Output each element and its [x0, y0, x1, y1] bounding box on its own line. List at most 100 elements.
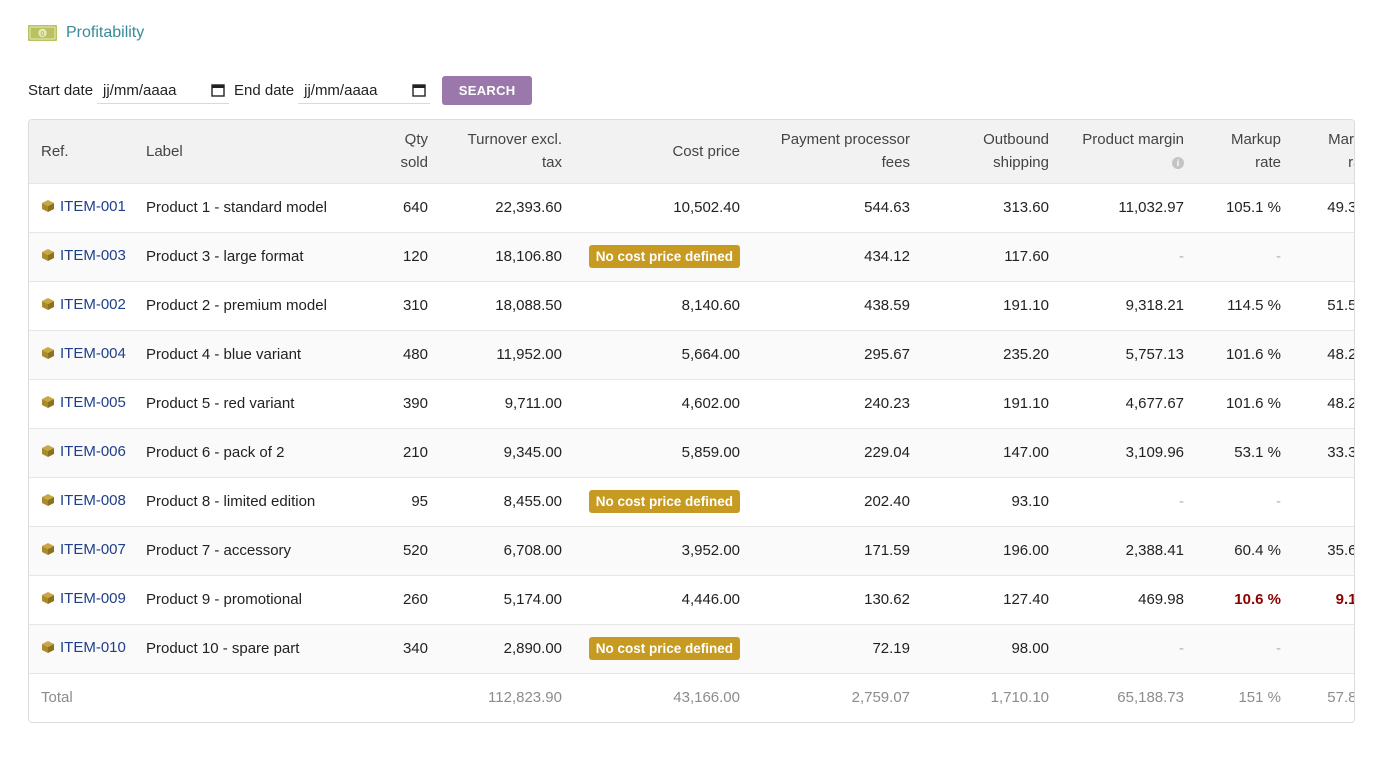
- box-icon: [42, 592, 54, 605]
- col-header-qty[interactable]: Qty sold: [400, 131, 428, 172]
- total-empty: [136, 673, 359, 722]
- fees-cell: 434.12: [864, 248, 910, 265]
- item-link[interactable]: ITEM-004: [41, 345, 126, 362]
- col-header-ref[interactable]: Ref.: [41, 142, 69, 160]
- markup-cell: -: [1276, 493, 1281, 510]
- item-link[interactable]: ITEM-003: [41, 247, 126, 264]
- qty-cell: 340: [402, 640, 428, 657]
- table-row: ITEM-006 Product 6 - pack of 2 210 9,345.00…: [29, 428, 1355, 477]
- table-row: ITEM-005 Product 5 - red variant 390 9,711.…: [29, 379, 1355, 428]
- item-link[interactable]: ITEM-006: [41, 443, 126, 460]
- total-turnover: 112,823.90: [488, 689, 562, 707]
- markup-cell: 101.6 %: [1225, 346, 1281, 363]
- start-date-input[interactable]: jj/mm/aaaa: [97, 77, 230, 104]
- cost-cell: 10,502.40: [673, 199, 740, 216]
- margin-rate-cell: -: [1291, 477, 1354, 526]
- item-link[interactable]: ITEM-005: [41, 394, 126, 411]
- turnover-cell: 9,711.00: [504, 395, 562, 412]
- ref-cell: ITEM-003: [29, 232, 136, 281]
- cost-cell: 8,140.60: [681, 297, 740, 314]
- table-row: ITEM-010 Product 10 - spare part 340 2,890.…: [29, 624, 1354, 673]
- info-icon[interactable]: i: [1172, 157, 1184, 170]
- ref-cell: ITEM-005: [29, 379, 136, 428]
- fees-cell: 544.63: [864, 199, 910, 216]
- margin-cell: 5,757.13: [1125, 346, 1184, 363]
- end-date-value: jj/mm/aaaa: [304, 81, 378, 99]
- item-link[interactable]: ITEM-002: [41, 296, 126, 313]
- turnover-cell: 6,708.00: [503, 542, 562, 559]
- ref-cell: ITEM-004: [29, 330, 136, 379]
- margin-rate-cell: 48.2 %: [1327, 346, 1355, 363]
- ref-cell: ITEM-002: [29, 281, 136, 330]
- qty-cell: 95: [411, 493, 428, 510]
- qty-cell: 520: [402, 542, 428, 559]
- item-ref: ITEM-006: [60, 442, 126, 460]
- shipping-cell: 127.40: [1003, 591, 1049, 608]
- table-row: ITEM-001 Product 1 - standard model 640 22,…: [29, 183, 1354, 232]
- shipping-cell: 191.10: [1003, 297, 1049, 314]
- margin-rate-cell: -: [1291, 232, 1354, 281]
- cost-cell: 4,602.00: [681, 395, 740, 412]
- fees-cell: 202.40: [864, 493, 910, 510]
- fees-cell: 72.19: [872, 640, 910, 657]
- calendar-icon[interactable]: [412, 83, 426, 97]
- box-icon: [42, 641, 54, 654]
- markup-cell: 53.1 %: [1234, 444, 1281, 461]
- profitability-table: Ref. Label Qty sold Turnover excl. tax Cos…: [29, 120, 1355, 722]
- col-header-margin-rate[interactable]: Marginrate: [1328, 131, 1354, 172]
- no-cost-badge: No cost price defined: [588, 490, 740, 513]
- label-cell: Product 7 - accessory: [146, 542, 292, 559]
- total-row: Total 112,823.90 43,166.00 2,759.07 1,710.10…: [29, 673, 1354, 722]
- margin-rate-cell: 48.2 %: [1327, 395, 1355, 412]
- label-cell: Product 9 - promotional: [146, 591, 302, 608]
- box-icon: [42, 494, 54, 507]
- margin-rate-cell: 33.3 %: [1327, 444, 1355, 461]
- total-markup: 151 %: [1238, 689, 1281, 707]
- margin-rate-cell: 51.5 %: [1327, 297, 1355, 314]
- turnover-cell: 9,345.00: [503, 444, 562, 461]
- end-date-input[interactable]: jj/mm/aaaa: [298, 77, 431, 104]
- calendar-icon[interactable]: [211, 83, 225, 97]
- table-row: ITEM-002 Product 2 - premium model 310 18,0…: [29, 281, 1355, 330]
- ref-cell: ITEM-001: [29, 183, 136, 232]
- markup-cell: 10.6 %: [1234, 591, 1281, 608]
- total-shipping: 1,710.10: [990, 689, 1049, 707]
- item-link[interactable]: ITEM-010: [41, 639, 126, 656]
- ref-cell: ITEM-010: [29, 624, 136, 673]
- item-ref: ITEM-009: [60, 589, 126, 607]
- fees-cell: 240.23: [864, 395, 910, 412]
- shipping-cell: 196.00: [1003, 542, 1049, 559]
- label-cell: Product 3 - large format: [146, 248, 304, 265]
- no-cost-badge: No cost price defined: [588, 637, 740, 660]
- item-link[interactable]: ITEM-007: [41, 541, 126, 558]
- item-link[interactable]: ITEM-009: [41, 590, 126, 607]
- shipping-cell: 98.00: [1011, 640, 1049, 657]
- svg-text:0: 0: [41, 31, 45, 38]
- col-header-shipping[interactable]: Outbound shipping: [983, 131, 1049, 172]
- item-link[interactable]: ITEM-001: [41, 198, 126, 215]
- end-date-label: End date: [234, 82, 295, 99]
- page-heading: 0 Profitability: [28, 22, 144, 44]
- cost-cell: 5,859.00: [681, 444, 740, 461]
- qty-cell: 120: [402, 248, 428, 265]
- col-header-cost[interactable]: Cost price: [672, 142, 740, 160]
- shipping-cell: 117.60: [1004, 248, 1049, 265]
- col-header-label[interactable]: Label: [146, 142, 183, 160]
- total-label: Total: [41, 689, 73, 707]
- col-header-markup[interactable]: Markup rate: [1230, 131, 1281, 172]
- date-filters: Start date jj/mm/aaaa End date jj/mm/aaa…: [28, 76, 533, 105]
- page-title: Profitability: [66, 24, 145, 41]
- col-header-fees[interactable]: Payment processor fees: [780, 131, 910, 172]
- markup-cell: -: [1276, 640, 1281, 657]
- item-link[interactable]: ITEM-008: [41, 492, 126, 509]
- box-icon: [42, 347, 54, 360]
- cost-cell: No cost price defined: [572, 624, 750, 673]
- margin-cell: -: [1179, 248, 1184, 265]
- col-header-turnover[interactable]: Turnover excl. tax: [467, 131, 562, 172]
- search-button[interactable]: SEARCH: [442, 76, 533, 105]
- box-icon: [42, 445, 54, 458]
- ref-cell: ITEM-009: [29, 575, 136, 624]
- col-header-margin[interactable]: Product margin i: [1082, 131, 1184, 170]
- margin-cell: -: [1179, 493, 1184, 510]
- margin-cell: 11,032.97: [1118, 199, 1184, 216]
